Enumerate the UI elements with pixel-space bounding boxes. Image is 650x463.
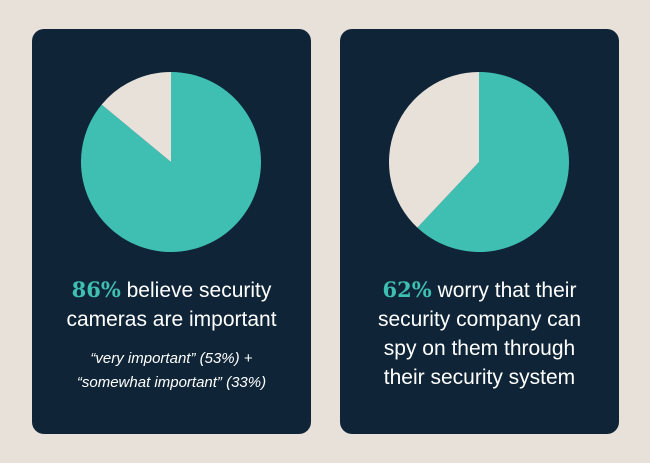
stat-text-spying: 62% worry that their security company ca… (340, 275, 619, 392)
stat-line-4: their security system (383, 366, 576, 389)
note-line-2: “somewhat important” (33%) (76, 374, 267, 391)
stat-text-cameras: 86% believe security cameras are importa… (32, 275, 311, 334)
note-line-1: “very important” (53%) + (90, 350, 253, 367)
stat-line-1: 62% worry that their (340, 275, 619, 305)
stat-line-2: cameras are important (66, 308, 277, 331)
stat-line-1-text: believe security (120, 279, 272, 302)
stat-line-3: spy on them through (383, 337, 576, 360)
pie-chart-cameras (81, 72, 261, 252)
stat-note: “very important” (53%) + “somewhat impor… (32, 347, 311, 395)
pie-chart-spying (389, 72, 569, 252)
stat-line-1-text: worry that their (431, 279, 577, 302)
stat-percent: 62% (382, 277, 432, 302)
stat-card-spying: 62% worry that their security company ca… (340, 29, 619, 434)
stat-line-2: security company can (377, 308, 582, 331)
pie-slice-main (81, 72, 261, 252)
stat-card-cameras: 86% believe security cameras are importa… (32, 29, 311, 434)
pie-slice-main (417, 72, 569, 252)
stat-percent: 86% (71, 277, 121, 302)
stat-line-1: 86% believe security (32, 275, 311, 305)
pie-slice-remainder (389, 72, 479, 228)
pie-slice-remainder (101, 72, 171, 162)
